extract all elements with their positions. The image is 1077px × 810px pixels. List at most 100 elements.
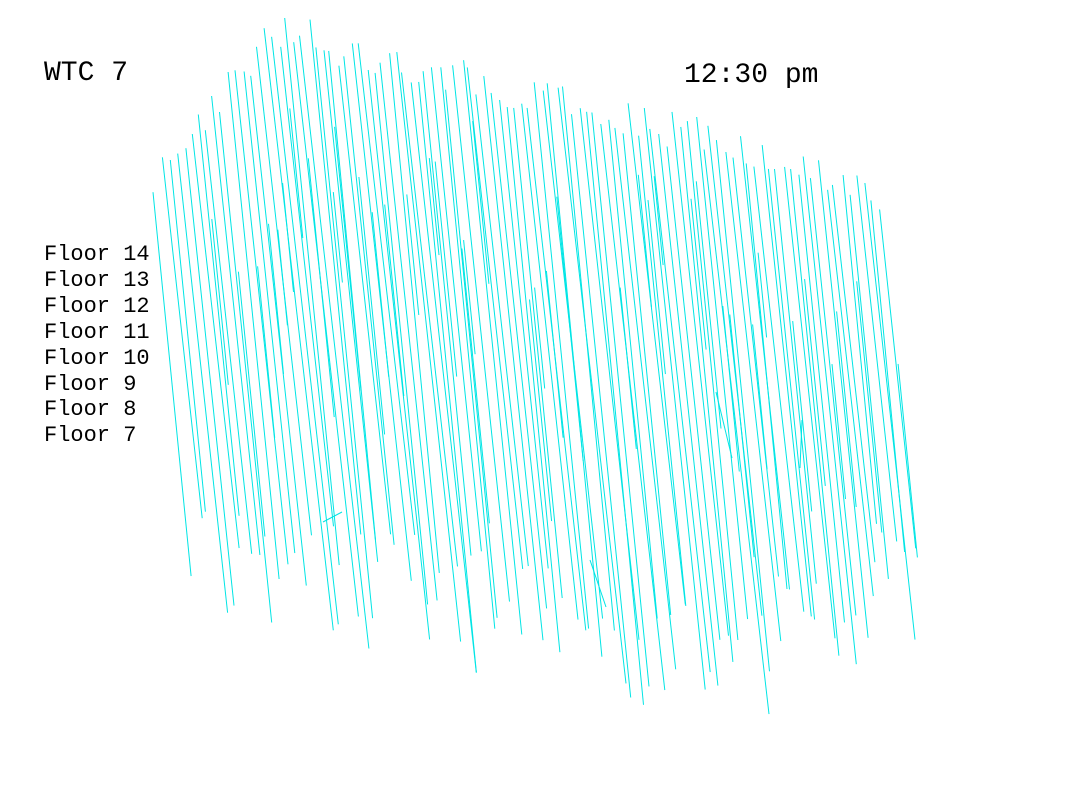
column-line-13 <box>234 70 289 565</box>
column-line-12 <box>227 71 280 580</box>
column-line-103 <box>696 116 749 620</box>
column-line-36 <box>343 56 395 545</box>
column-line-84 <box>600 123 666 691</box>
connector-line-1 <box>589 559 607 608</box>
column-line-57 <box>445 89 498 618</box>
column-line-40 <box>357 43 416 535</box>
column-line-20 <box>263 28 334 631</box>
column-line-137 <box>879 209 917 549</box>
column-line-55 <box>440 67 496 629</box>
column-line-130 <box>831 184 876 563</box>
column-line-45 <box>389 53 440 573</box>
column-line-109 <box>725 151 782 642</box>
column-line-119 <box>792 321 813 512</box>
column-line-94 <box>653 176 664 266</box>
column-line-31 <box>332 192 343 283</box>
floor-label-10: Floor 10 <box>44 345 150 371</box>
column-line-17 <box>268 223 284 374</box>
column-line-73 <box>545 270 564 438</box>
column-line-113 <box>745 163 788 590</box>
column-line-131 <box>842 175 877 524</box>
floor-label-7: Floor 7 <box>44 423 137 449</box>
column-line-117 <box>767 168 816 620</box>
column-line-65 <box>490 92 548 609</box>
column-line-53 <box>434 161 458 377</box>
column-line-95 <box>649 128 711 673</box>
column-line-26 <box>293 42 359 617</box>
column-line-49 <box>410 82 477 673</box>
column-line-64 <box>483 76 544 641</box>
column-line-92 <box>647 200 666 375</box>
column-line-0 <box>152 192 192 577</box>
column-line-24 <box>289 108 304 239</box>
floor-label-13: Floor 13 <box>44 267 150 293</box>
column-line-48 <box>401 72 458 567</box>
column-line-135 <box>864 182 916 640</box>
column-line-51 <box>428 158 440 256</box>
column-line-70 <box>534 287 546 389</box>
column-line-132 <box>856 281 883 533</box>
column-line-93 <box>643 107 706 690</box>
column-line-124 <box>802 156 857 665</box>
floor-list: Floor 14 Floor 13 Floor 12 Floor 11 Floo… <box>44 242 150 449</box>
column-line-80 <box>571 114 632 698</box>
floor-label-8: Floor 8 <box>44 397 137 423</box>
column-line-120 <box>784 166 836 639</box>
column-line-54 <box>430 67 482 552</box>
column-line-3 <box>177 153 229 613</box>
column-line-46 <box>406 194 420 316</box>
column-line-8 <box>204 130 253 554</box>
column-line-44 <box>379 62 438 601</box>
column-line-32 <box>323 50 379 562</box>
column-line-129 <box>827 189 874 597</box>
column-line-125 <box>809 178 857 616</box>
column-line-11 <box>237 271 266 537</box>
column-line-123 <box>798 174 845 623</box>
column-line-78 <box>557 87 627 684</box>
column-line-96 <box>658 133 719 686</box>
column-line-79 <box>562 86 615 631</box>
connector-line-2 <box>715 391 733 459</box>
floor-label-12: Floor 12 <box>44 293 150 319</box>
column-line-71 <box>521 103 579 620</box>
column-line-77 <box>546 83 603 657</box>
column-line-25 <box>284 17 340 566</box>
time-label: 12:30 pm <box>684 60 819 91</box>
connector-line-3 <box>799 419 803 469</box>
column-line-37 <box>358 176 386 435</box>
column-line-10 <box>219 111 273 623</box>
column-line-121 <box>790 169 840 656</box>
column-line-58 <box>463 240 476 355</box>
column-line-102 <box>695 181 722 429</box>
column-line-47 <box>396 52 462 642</box>
column-line-89 <box>627 103 686 605</box>
column-line-90 <box>637 174 652 308</box>
column-line-4 <box>185 148 235 606</box>
column-line-107 <box>729 314 755 558</box>
column-line-16 <box>250 75 307 586</box>
column-line-81 <box>579 108 640 640</box>
column-line-136 <box>870 200 906 553</box>
column-line-62 <box>466 67 524 570</box>
column-line-114 <box>757 252 768 338</box>
column-line-122 <box>804 279 826 486</box>
column-line-34 <box>328 50 376 540</box>
column-line-111 <box>752 324 768 470</box>
column-line-67 <box>506 107 561 653</box>
column-line-43 <box>374 72 429 605</box>
column-line-66 <box>499 99 549 569</box>
column-line-100 <box>690 198 707 350</box>
floor-label-9: Floor 9 <box>44 371 137 397</box>
column-line-22 <box>271 36 339 625</box>
column-line-59 <box>452 65 510 602</box>
column-line-52 <box>422 71 472 556</box>
column-line-127 <box>818 160 869 638</box>
column-line-104 <box>703 149 770 715</box>
connector-line-0 <box>322 511 343 523</box>
column-line-108 <box>715 140 770 672</box>
column-line-50 <box>418 81 477 673</box>
column-line-138 <box>897 363 918 558</box>
column-line-9 <box>211 95 261 555</box>
floor-label-11: Floor 11 <box>44 319 150 345</box>
